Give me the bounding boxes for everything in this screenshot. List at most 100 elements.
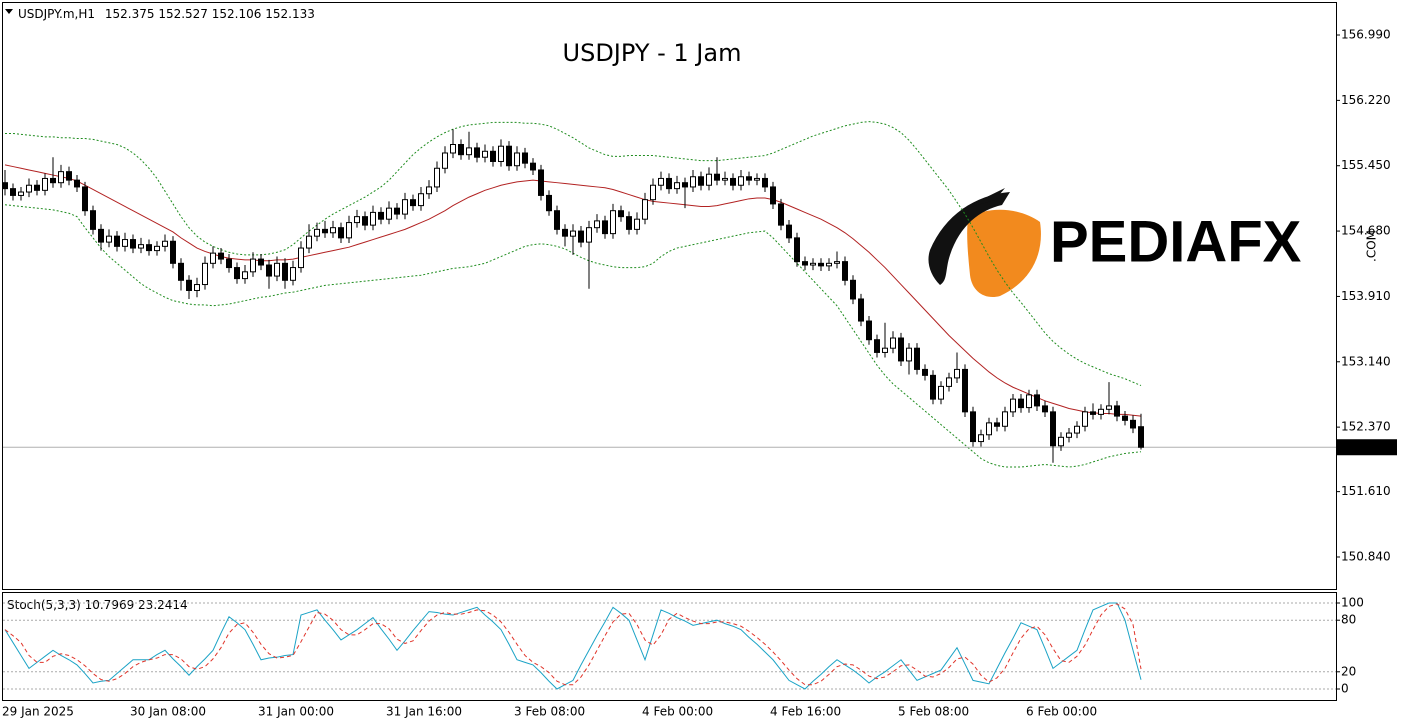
candle-body [130,239,136,249]
candle-body [802,261,808,266]
candle-body [370,211,376,226]
candle-body [994,422,1000,427]
y-tick-label: 153.910 [1341,289,1391,303]
candle-body [978,434,984,443]
candle-body [138,244,144,249]
candle-body [266,264,272,277]
candle-body [754,177,760,181]
candle-body [434,167,440,188]
candle-body [1018,398,1024,409]
candle-body [162,240,168,247]
candle-body [1130,419,1136,429]
candle-body [10,188,16,196]
candle-body [986,422,992,436]
candle-body [682,182,688,188]
candle-body [394,207,400,215]
candle-body [186,279,192,291]
y-tick-label: 155.450 [1341,158,1391,172]
candle-body [970,411,976,443]
candle-body [698,176,704,186]
x-tick-label: 6 Feb 00:00 [1026,705,1097,719]
y-tick-label: 156.990 [1341,28,1391,42]
candle-body [906,347,912,362]
candle-body [82,186,88,212]
y-tick-label: 20 [1341,664,1356,678]
stoch-main: 10.7969 [85,598,135,612]
candle-body [418,193,424,207]
candle-body [362,216,368,226]
candle-body [306,235,312,249]
candle-body [898,337,904,362]
candle-body [826,262,832,267]
candle-body [1010,398,1016,413]
stoch-header: Stoch(5,3,3) 10.7969 23.2414 [7,598,188,612]
candle-body [154,245,160,252]
candle-body [562,228,568,237]
band-line [4,164,1142,417]
candle-body [722,177,728,181]
candle-body [1074,425,1080,434]
candle-body [66,171,72,181]
candle-body [1050,411,1056,447]
candle-body [210,252,216,264]
candle-body [1066,432,1072,438]
y-tick-label: 153.140 [1341,354,1391,368]
candle-body [378,211,384,220]
candle-body [250,258,256,273]
candle-body [410,199,416,207]
main-panel [2,2,1337,590]
x-tick-label: 5 Feb 08:00 [898,705,969,719]
candle-body [402,199,408,215]
candle-body [34,184,40,191]
low: 152.106 [212,7,262,21]
y-tick-label: 100 [1341,596,1364,610]
candle-body [810,262,816,266]
candle-body [498,145,504,162]
close: 152.133 [265,7,315,21]
candle-body [74,179,80,188]
candle-body [2,182,8,190]
x-tick-label: 30 Jan 08:00 [130,705,206,719]
high: 152.527 [158,7,208,21]
stoch-signal: 23.2414 [138,598,188,612]
candle-body [506,145,512,167]
candle-body [954,368,960,379]
logo-swoosh [928,192,1010,285]
stoch-line [4,603,1142,686]
candle-body [202,262,208,286]
candle-body [290,267,296,281]
candle-body [58,171,64,184]
y-tick-label: 151.610 [1341,484,1391,498]
candle-body [842,261,848,281]
candle-body [50,177,56,184]
candle-body [122,239,128,247]
candle-body [770,186,776,205]
candle-body [330,227,336,234]
y-tick-label: 154.680 [1341,224,1391,238]
candle-body [650,184,656,201]
candle-body [882,347,888,353]
candle-body [610,210,616,235]
candle-body [618,210,624,218]
candle-body [626,216,632,230]
candle-body [1114,405,1120,417]
candle-body [554,210,560,230]
candle-body [458,144,464,156]
stoch-line [4,602,1142,690]
candle-body [746,176,752,181]
candle-body [1106,405,1112,410]
candle-body [298,247,304,269]
candle-body [578,230,584,243]
candle-body [226,258,232,269]
x-tick-label: 4 Feb 00:00 [642,705,713,719]
candle-body [1034,394,1040,407]
candle-body [26,184,32,193]
candle-body [738,176,744,186]
candle-body [794,237,800,263]
candle-body [234,267,240,280]
x-tick-label: 3 Feb 08:00 [514,705,585,719]
candle-body [218,252,224,260]
candle-body [1138,426,1144,448]
x-tick-label: 31 Jan 00:00 [258,705,334,719]
candle-body [194,284,200,291]
